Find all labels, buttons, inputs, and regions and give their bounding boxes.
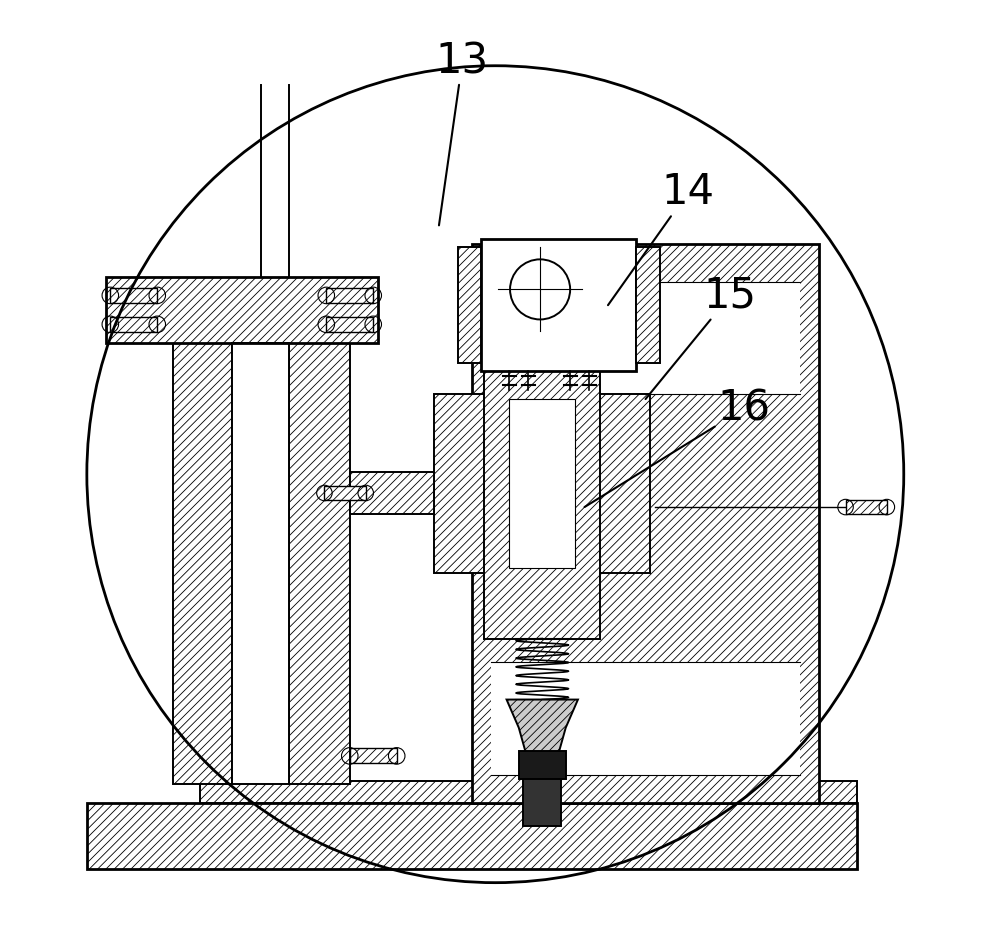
Polygon shape [636,247,660,363]
Bar [110,316,157,331]
Polygon shape [507,700,578,765]
Bar [846,500,887,515]
Bar [350,748,397,763]
Bar [326,316,373,331]
Text: 14: 14 [608,172,714,305]
Text: 16: 16 [585,388,771,507]
Bar [434,394,650,573]
Bar [472,244,819,803]
Text: 13: 13 [436,40,489,225]
Bar [173,343,232,784]
Bar [491,662,800,775]
Polygon shape [519,751,566,779]
Bar [87,803,857,869]
Bar [106,277,378,343]
Bar [509,399,575,568]
Bar [481,239,636,371]
Bar [326,288,373,303]
Text: 15: 15 [646,275,757,399]
Bar [350,472,434,514]
Bar [110,288,157,303]
Bar [491,282,800,394]
Bar [289,343,350,784]
Polygon shape [523,779,561,826]
Bar [232,343,289,784]
Polygon shape [458,247,481,363]
Bar [484,329,600,639]
Bar [200,781,857,803]
Bar [324,486,366,500]
